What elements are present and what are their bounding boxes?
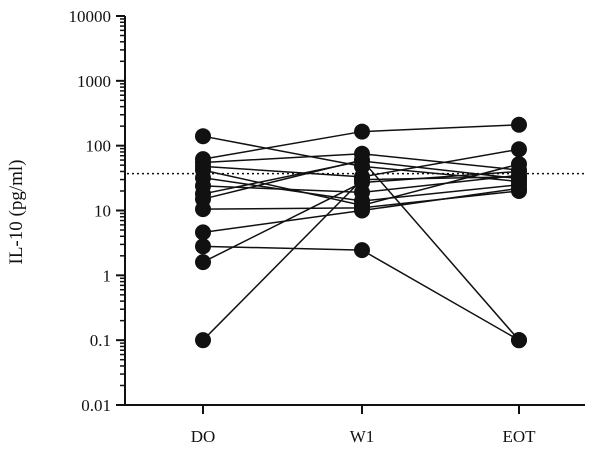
data-point-do-10 (195, 201, 211, 218)
data-point-eot-12 (511, 332, 527, 349)
data-point-eot-4 (511, 141, 527, 158)
data-point-do-1 (195, 128, 211, 145)
y-tick-label: 1000 (77, 72, 111, 91)
data-point-w1-11 (354, 202, 370, 219)
data-point-w1-12 (354, 242, 370, 259)
x-tick-label-do: DO (191, 427, 216, 446)
y-tick-label: 10 (94, 202, 111, 221)
y-tick-label: 100 (86, 137, 112, 156)
y-axis-title: IL-10 (pg/ml) (6, 159, 27, 264)
y-tick-label: 10000 (69, 7, 112, 26)
data-point-w1-9 (354, 152, 370, 169)
data-point-w1-2 (354, 123, 370, 140)
data-point-do-13 (195, 254, 211, 271)
data-point-do-11 (195, 224, 211, 241)
y-tick-label: 0.01 (81, 396, 111, 415)
axes: 0.01 0.1 1 10 100 1000 10000 DO W1 EOT (69, 7, 585, 446)
x-tick-label-w1: W1 (350, 427, 375, 446)
data-point-eot-2 (511, 116, 527, 133)
data-point-do-12 (195, 238, 211, 255)
y-tick-label: 1 (103, 266, 112, 285)
x-tick-label-eot: EOT (502, 427, 536, 446)
data-points (195, 116, 527, 349)
data-point-eot-11 (511, 180, 527, 197)
data-point-do-14 (195, 332, 211, 349)
data-point-eot-14 (511, 168, 527, 185)
y-tick-label: 0.1 (90, 331, 111, 350)
data-point-w1-14 (354, 171, 370, 188)
